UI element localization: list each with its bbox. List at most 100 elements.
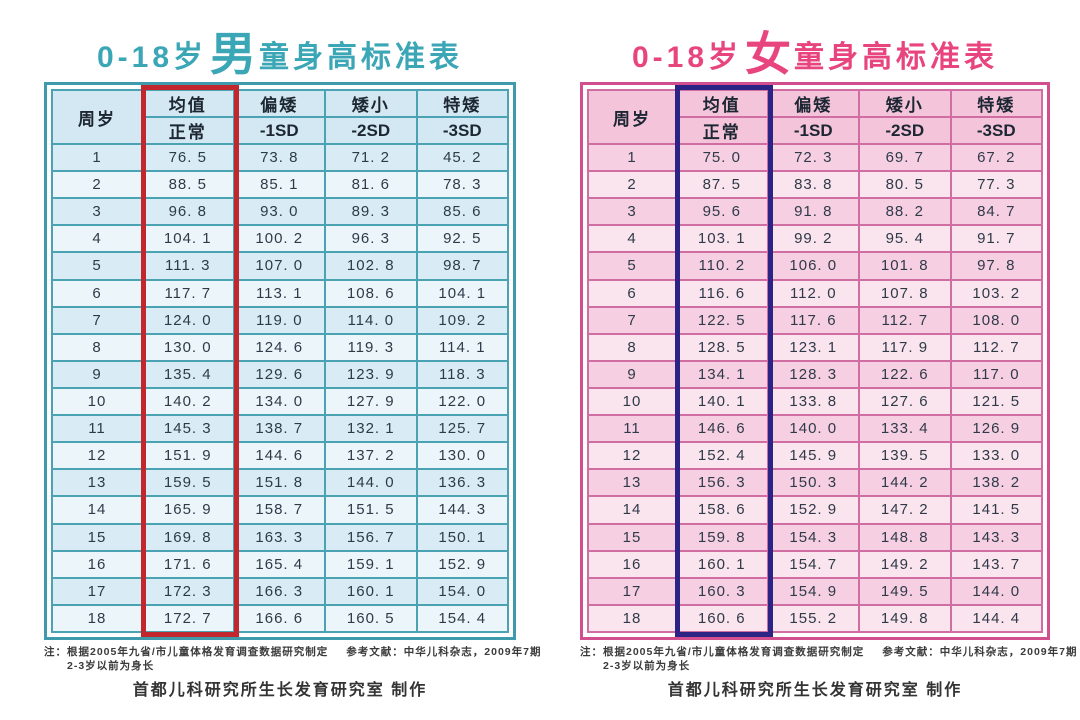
girls-table-title: 0-18岁女 童身高标准表	[580, 20, 1050, 82]
age-cell: 9	[51, 359, 143, 389]
age-cell: 15	[51, 522, 143, 552]
table-row: 8 128. 5 123. 1 117. 9 112. 7	[587, 332, 1043, 362]
minus-3sd-cell: 126. 9	[949, 414, 1043, 444]
minus-3sd-cell: 130. 0	[415, 441, 509, 471]
table-row: 5 110. 2 106. 0 101. 8 97. 8	[587, 251, 1043, 281]
girls-col-subheader-1sd: -1SD	[766, 116, 860, 145]
age-cell: 14	[587, 495, 677, 525]
minus-3sd-cell: 78. 3	[415, 170, 509, 200]
mean-normal-cell: 134. 1	[675, 359, 769, 389]
minus-1sd-cell: 106. 0	[766, 251, 860, 281]
age-cell: 8	[51, 332, 143, 362]
minus-1sd-cell: 112. 0	[766, 278, 860, 308]
minus-2sd-cell: 139. 5	[858, 441, 952, 471]
boys-height-table: 周岁 均值 偏矮 矮小 特矮 正常 -1SD -2SD -3SD 1 76. 5	[51, 89, 509, 634]
minus-2sd-cell: 132. 1	[324, 414, 418, 444]
minus-1sd-cell: 163. 3	[232, 522, 326, 552]
minus-1sd-cell: 158. 7	[232, 495, 326, 525]
minus-1sd-cell: 124. 6	[232, 332, 326, 362]
minus-3sd-cell: 117. 0	[949, 359, 1043, 389]
minus-1sd-cell: 128. 3	[766, 359, 860, 389]
minus-1sd-cell: 154. 7	[766, 549, 860, 579]
minus-1sd-cell: 165. 4	[232, 549, 326, 579]
minus-3sd-cell: 143. 3	[949, 522, 1043, 552]
girls-title-prefix: 0-18岁	[631, 41, 743, 74]
boys-title-gender-char: 男	[210, 28, 257, 80]
girls-producer-line: 首都儿科研究所生长发育研究室 制作	[667, 682, 963, 699]
minus-1sd-cell: 154. 3	[766, 522, 860, 552]
mean-normal-cell: 159. 8	[675, 522, 769, 552]
minus-2sd-cell: 133. 4	[858, 414, 952, 444]
mean-normal-cell: 172. 7	[141, 603, 235, 634]
age-cell: 2	[587, 170, 677, 200]
boys-table-frame: 周岁 均值 偏矮 矮小 特矮 正常 -1SD -2SD -3SD 1 76. 5	[44, 82, 516, 640]
minus-3sd-cell: 144. 4	[949, 603, 1043, 634]
table-row: 5 111. 3 107. 0 102. 8 98. 7	[51, 251, 509, 281]
boys-col-subheader-2sd: -2SD	[324, 116, 418, 145]
minus-2sd-cell: 96. 3	[324, 224, 418, 254]
minus-3sd-cell: 103. 2	[949, 278, 1043, 308]
table-row: 6 116. 6 112. 0 107. 8 103. 2	[587, 278, 1043, 308]
mean-normal-cell: 160. 3	[675, 576, 769, 606]
minus-1sd-cell: 117. 6	[766, 305, 860, 335]
minus-2sd-cell: 114. 0	[324, 305, 418, 335]
age-cell: 1	[587, 142, 677, 173]
girls-note-line1: 注：根据2005年九省/市儿童体格发育调查数据研究制定 参考文献：中华儿科杂志，2…	[580, 645, 1076, 659]
minus-2sd-cell: 117. 9	[858, 332, 952, 362]
age-cell: 16	[587, 549, 677, 579]
boys-col-subheader-normal: 正常	[141, 116, 235, 145]
mean-normal-cell: 152. 4	[675, 441, 769, 471]
minus-2sd-cell: 101. 8	[858, 251, 952, 281]
table-row: 13 156. 3 150. 3 144. 2 138. 2	[587, 468, 1043, 498]
minus-3sd-cell: 144. 0	[949, 576, 1043, 606]
minus-3sd-cell: 138. 2	[949, 468, 1043, 498]
minus-2sd-cell: 81. 6	[324, 170, 418, 200]
minus-1sd-cell: 83. 8	[766, 170, 860, 200]
minus-2sd-cell: 160. 1	[324, 576, 418, 606]
mean-normal-cell: 124. 0	[141, 305, 235, 335]
table-row: 14 165. 9 158. 7 151. 5 144. 3	[51, 495, 509, 525]
table-row: 6 117. 7 113. 1 108. 6 104. 1	[51, 278, 509, 308]
minus-1sd-cell: 113. 1	[232, 278, 326, 308]
table-row: 18 172. 7 166. 6 160. 5 154. 4	[51, 603, 509, 634]
mean-normal-cell: 159. 5	[141, 468, 235, 498]
table-row: 3 96. 8 93. 0 89. 3 85. 6	[51, 197, 509, 227]
minus-1sd-cell: 85. 1	[232, 170, 326, 200]
boys-height-table-panel: 0-18岁男 童身高标准表 周岁 均值 偏矮 矮小 特矮 正常 -1SD -2SD	[44, 20, 540, 720]
table-row: 1 76. 5 73. 8 71. 2 45. 2	[51, 142, 509, 173]
mean-normal-cell: 151. 9	[141, 441, 235, 471]
table-row: 9 134. 1 128. 3 122. 6 117. 0	[587, 359, 1043, 389]
minus-2sd-cell: 107. 8	[858, 278, 952, 308]
table-row: 3 95. 6 91. 8 88. 2 84. 7	[587, 197, 1043, 227]
minus-1sd-cell: 166. 6	[232, 603, 326, 634]
minus-1sd-cell: 99. 2	[766, 224, 860, 254]
minus-3sd-cell: 136. 3	[415, 468, 509, 498]
table-row: 15 169. 8 163. 3 156. 7 150. 1	[51, 522, 509, 552]
age-cell: 16	[51, 549, 143, 579]
minus-1sd-cell: 166. 3	[232, 576, 326, 606]
boys-note-line1: 注：根据2005年九省/市儿童体格发育调查数据研究制定 参考文献：中华儿科杂志，2…	[44, 645, 540, 659]
boys-col-subheader-1sd: -1SD	[232, 116, 326, 145]
minus-3sd-cell: 114. 1	[415, 332, 509, 362]
girls-col-subheader-2sd: -2SD	[858, 116, 952, 145]
minus-2sd-cell: 88. 2	[858, 197, 952, 227]
minus-1sd-cell: 152. 9	[766, 495, 860, 525]
minus-1sd-cell: 140. 0	[766, 414, 860, 444]
minus-3sd-cell: 91. 7	[949, 224, 1043, 254]
minus-1sd-cell: 151. 8	[232, 468, 326, 498]
mean-normal-cell: 145. 3	[141, 414, 235, 444]
mean-normal-cell: 171. 6	[141, 549, 235, 579]
girls-title-gender-char: 女	[745, 28, 792, 80]
mean-normal-cell: 75. 0	[675, 142, 769, 173]
minus-1sd-cell: 144. 6	[232, 441, 326, 471]
note-label: 注：	[44, 646, 67, 658]
minus-3sd-cell: 92. 5	[415, 224, 509, 254]
minus-2sd-cell: 148. 8	[858, 522, 952, 552]
minus-1sd-cell: 100. 2	[232, 224, 326, 254]
minus-2sd-cell: 160. 5	[324, 603, 418, 634]
girls-title-suffix: 童身高标准表	[794, 41, 999, 74]
minus-1sd-cell: 72. 3	[766, 142, 860, 173]
age-cell: 18	[587, 603, 677, 634]
boys-note-line2: 2-3岁以前为身长	[67, 660, 155, 672]
age-cell: 14	[51, 495, 143, 525]
